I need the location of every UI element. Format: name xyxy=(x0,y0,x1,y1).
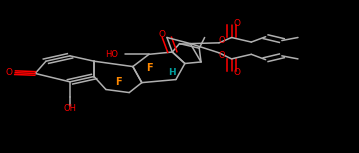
Text: HO: HO xyxy=(105,50,118,59)
Text: O: O xyxy=(158,30,165,39)
Text: O: O xyxy=(219,36,225,45)
Text: H: H xyxy=(168,68,176,77)
Text: F: F xyxy=(115,77,122,87)
Text: O: O xyxy=(233,19,241,28)
Text: F: F xyxy=(146,63,152,73)
Text: O: O xyxy=(233,69,241,77)
Text: O: O xyxy=(5,68,12,77)
Text: O: O xyxy=(219,51,225,60)
Text: OH: OH xyxy=(64,104,76,113)
